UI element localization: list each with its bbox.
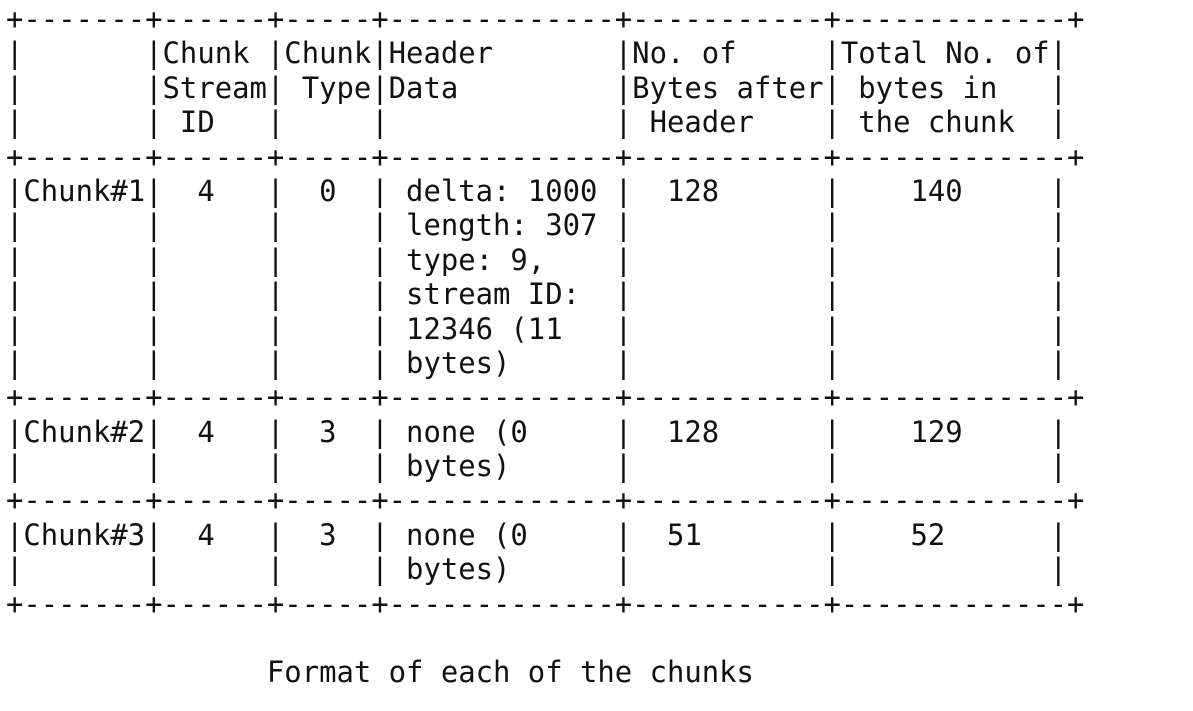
chunk1-row-line-4: | | | | stream ID: | | | — [6, 277, 1068, 312]
chunk1-separator: +-------+------+-----+-------------+----… — [6, 380, 1085, 415]
chunk3-row-line-1: |Chunk#3| 4 | 3 | none (0 | 51 | 52 | — [6, 517, 1068, 552]
chunk1-row-line-2: | | | | length: 307 | | | — [6, 208, 1068, 243]
chunk1-row-line-3: | | | | type: 9, | | | — [6, 242, 1068, 277]
table-border-top: +-------+------+-----+-------------+----… — [6, 2, 1085, 36]
header-row-line-1: | |Chunk |Chunk|Header |No. of |Total No… — [6, 36, 1068, 71]
chunk3-row-line-2: | | | | bytes) | | | — [6, 552, 1068, 587]
header-row-line-2: | |Stream| Type|Data |Bytes after| bytes… — [6, 70, 1068, 105]
chunk1-row-line-6: | | | | bytes) | | | — [6, 345, 1068, 380]
ascii-chunk-format-figure: +-------+------+-----+-------------+----… — [6, 2, 1084, 690]
figure-caption: Format of each of the chunks — [6, 655, 754, 690]
chunk2-row-line-2: | | | | bytes) | | | — [6, 449, 1068, 484]
blank-line — [6, 621, 1084, 655]
table-border-bottom: +-------+------+-----+-------------+----… — [6, 586, 1085, 621]
header-separator: +-------+------+-----+-------------+----… — [6, 139, 1085, 174]
header-row-line-3: | | ID | | | Header | the chunk | — [6, 105, 1068, 140]
chunk2-row-line-1: |Chunk#2| 4 | 3 | none (0 | 128 | 129 | — [6, 414, 1068, 449]
chunk1-row-line-1: |Chunk#1| 4 | 0 | delta: 1000 | 128 | 14… — [6, 173, 1068, 208]
chunk1-row-line-5: | | | | 12346 (11 | | | — [6, 311, 1068, 346]
chunk2-separator: +-------+------+-----+-------------+----… — [6, 483, 1085, 518]
